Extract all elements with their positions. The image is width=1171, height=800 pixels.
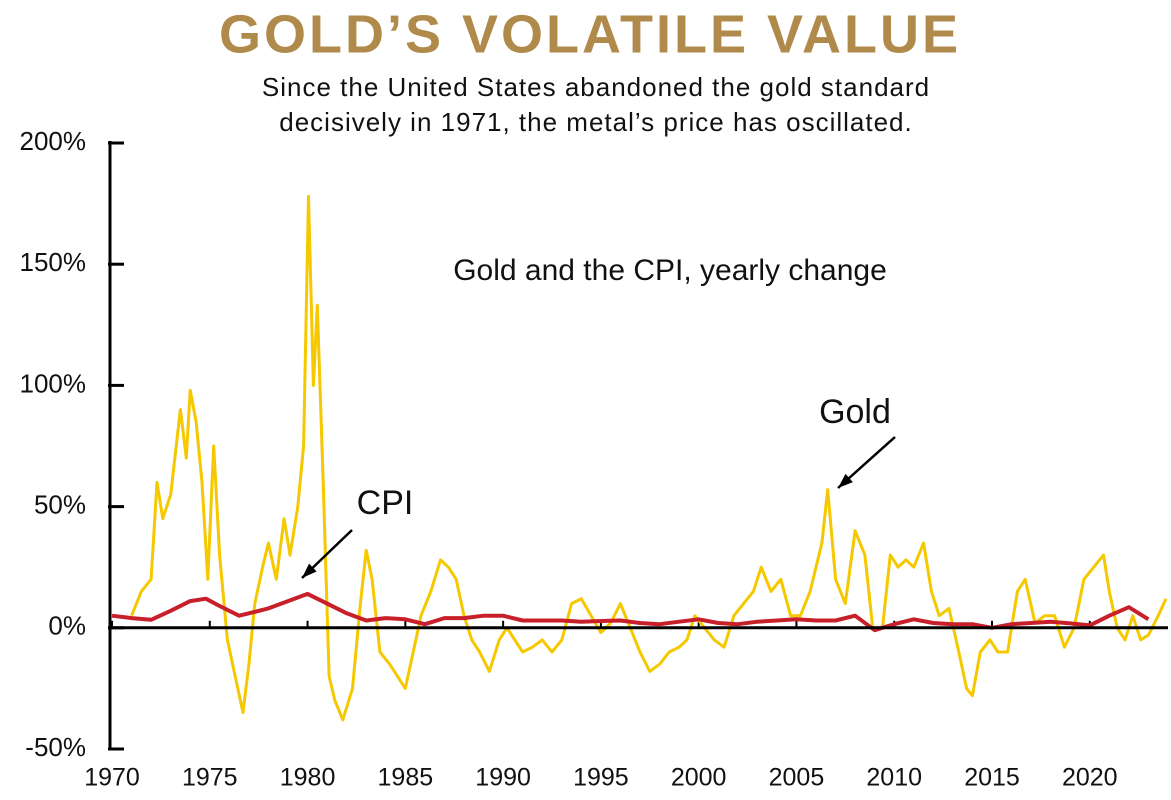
x-tick-label: 2020 bbox=[1062, 764, 1118, 792]
x-tick-label: 2000 bbox=[671, 764, 727, 792]
x-tick-label: 1970 bbox=[84, 764, 140, 792]
x-tick-label: 1985 bbox=[378, 764, 434, 792]
subtitle-line: decisively in 1971, the metal’s price ha… bbox=[279, 107, 913, 137]
y-tick-label: 50% bbox=[34, 489, 86, 519]
x-tick-label: 1975 bbox=[182, 764, 238, 792]
x-tick-label: 2010 bbox=[866, 764, 922, 792]
x-tick-label: 1990 bbox=[475, 764, 531, 792]
subtitle-line: Since the United States abandoned the go… bbox=[262, 72, 930, 102]
y-tick-label: 150% bbox=[20, 247, 87, 277]
x-tick-label: 1995 bbox=[573, 764, 629, 792]
annotation: Gold and the CPI, yearly change bbox=[453, 254, 887, 287]
arrow-head bbox=[838, 473, 853, 488]
series-line bbox=[111, 591, 1150, 633]
series-label: Gold bbox=[819, 393, 891, 431]
series-label: CPI bbox=[357, 484, 414, 522]
x-tick-label: 1980 bbox=[280, 764, 336, 792]
arrow-head bbox=[302, 563, 317, 578]
chart-title: GOLD’S VOLATILE VALUE bbox=[219, 4, 961, 64]
y-tick-label: 200% bbox=[20, 126, 87, 156]
x-tick-label: 2005 bbox=[769, 764, 825, 792]
x-tick-label: 2015 bbox=[964, 764, 1020, 792]
y-tick-label: 0% bbox=[48, 611, 86, 641]
y-tick-label: -50% bbox=[25, 732, 86, 762]
y-tick-label: 100% bbox=[20, 368, 87, 398]
